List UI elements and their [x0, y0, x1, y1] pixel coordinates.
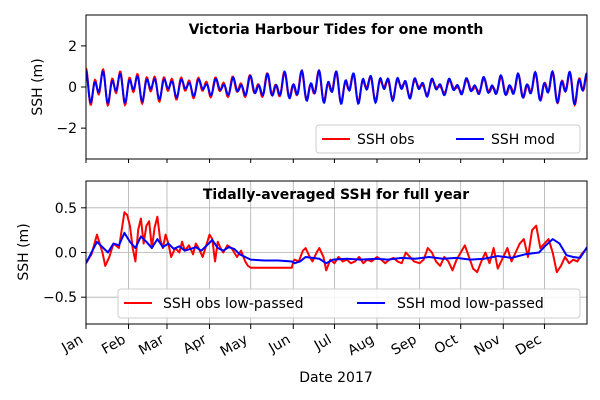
- bottom-legend-label-obs: SSH obs low-passed: [163, 296, 303, 312]
- top-y-tick-label: 0: [68, 80, 77, 96]
- top-series-ssh-mod: [86, 69, 587, 106]
- x-axis-label: Date 2017: [299, 370, 373, 386]
- bottom-x-tick-label: Feb: [99, 332, 129, 358]
- top-title: Victoria Harbour Tides for one month: [189, 22, 484, 38]
- bottom-x-tick-label: Apr: [181, 331, 210, 357]
- bottom-y-tick-label: −0.5: [43, 290, 77, 306]
- bottom-series-ssh-mod-lowpassed: [86, 231, 587, 265]
- bottom-legend-box: [117, 288, 581, 319]
- top-y-axis-label: SSH (m): [30, 58, 46, 115]
- top-y-tick-label: −2: [56, 121, 77, 137]
- bottom-series-ssh-obs-lowpassed: [86, 211, 587, 274]
- bottom-panel: −0.5 0.0 0.5 Jan Feb Mar Apr May Jun Jul Aug Sep Oct…: [16, 180, 588, 386]
- top-legend-box: [315, 124, 581, 154]
- bottom-x-tick-label: Jul: [311, 332, 335, 355]
- bottom-x-tick-label: Aug: [345, 332, 377, 360]
- bottom-x-tick-label: May: [218, 332, 251, 360]
- bottom-legend: SSH obs low-passed SSH mod low-passed: [117, 288, 581, 319]
- top-panel: −2 0 2 Victoria Harbour Tides for one mont…: [30, 14, 588, 163]
- bottom-y-tick-label: 0.5: [55, 201, 77, 217]
- bottom-x-tick-label: Sep: [389, 332, 420, 359]
- bottom-title: Tidally-averaged SSH for full year: [203, 187, 469, 203]
- bottom-x-tick-label: Nov: [472, 332, 504, 360]
- bottom-x-tick-label: Dec: [513, 332, 544, 359]
- top-legend-label-obs: SSH obs: [357, 132, 415, 148]
- bottom-legend-label-mod: SSH mod low-passed: [397, 296, 544, 312]
- top-legend: SSH obs SSH mod: [315, 124, 581, 154]
- bottom-x-tick-label: Jan: [58, 332, 86, 357]
- bottom-y-axis-label: SSH (m): [16, 223, 32, 280]
- bottom-x-tick-label: Oct: [432, 331, 461, 357]
- bottom-x-tick-label: Mar: [136, 331, 167, 358]
- top-y-tick-label: 2: [68, 39, 77, 55]
- bottom-x-tick-label: Jun: [265, 332, 293, 357]
- bottom-y-tick-label: 0.0: [55, 246, 77, 262]
- top-legend-label-mod: SSH mod: [491, 132, 555, 148]
